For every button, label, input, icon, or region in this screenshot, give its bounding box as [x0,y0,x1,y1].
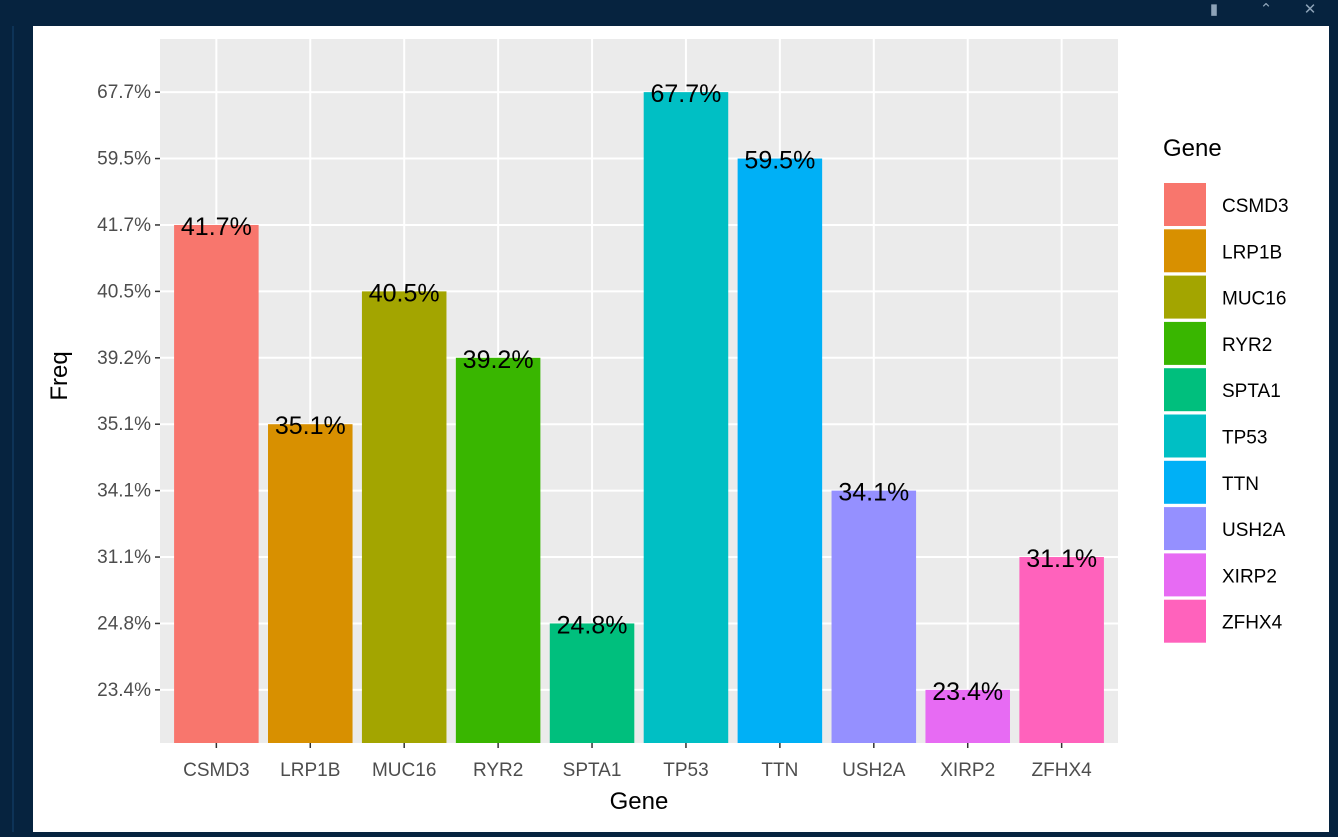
legend-key-csmd3 [1164,183,1206,226]
legend-key-spta1 [1164,368,1206,412]
legend-label-zfhx4: ZFHX4 [1222,613,1283,634]
window-titlebar: ▮ ⌃ ✕ [0,0,1338,26]
y-tick-label: 34.1% [97,481,151,502]
data-label-ryr2: 39.2% [463,346,534,374]
bar-tp53 [643,92,729,743]
data-label-muc16: 40.5% [369,279,440,307]
plot-panel: 23.4% 24.8% 31.1% 34.1% 35.1% 39.2% 40.5% 41.7%… [33,26,1329,832]
x-tick-label: RYR2 [473,760,523,781]
collapse-up-icon[interactable]: ⌃ [1259,1,1273,18]
legend-key-lrp1b [1164,229,1206,273]
legend-key-ush2a [1164,507,1206,551]
y-tick-label: 23.4% [97,680,151,701]
x-axis-title: Gene [610,788,669,815]
x-tick-label: CSMD3 [183,760,250,781]
close-icon[interactable]: ✕ [1303,1,1317,18]
data-label-lrp1b: 35.1% [275,412,346,440]
legend-key-tp53 [1164,414,1206,458]
x-tick-label: TP53 [663,760,708,781]
data-label-ttn: 59.5% [744,147,815,175]
x-tick-label: USH2A [842,760,906,781]
y-tick-label: 31.1% [97,547,151,568]
y-tick-label: 67.7% [97,82,151,103]
legend-label-ttn: TTN [1222,474,1259,495]
bar-ttn [737,158,823,743]
legend-key-xirp2 [1164,553,1206,597]
x-tick-label: LRP1B [280,760,340,781]
data-label-tp53: 67.7% [651,80,722,108]
x-tick-label: MUC16 [372,760,436,781]
data-label-csmd3: 41.7% [181,213,252,241]
bar-ryr2 [455,357,541,743]
bar-ush2a [831,490,917,743]
bar-zfhx4 [1019,557,1104,743]
bar-chart: 23.4% 24.8% 31.1% 34.1% 35.1% 39.2% 40.5% 41.7%… [46,39,1289,815]
legend-label-lrp1b: LRP1B [1222,242,1282,263]
y-tick-label: 40.5% [97,281,151,302]
bar-lrp1b [268,424,353,743]
legend-label-csmd3: CSMD3 [1222,196,1289,217]
legend-title: Gene [1163,135,1222,162]
legend-key-zfhx4 [1164,599,1206,643]
x-tick-label: XIRP2 [940,760,995,781]
data-label-zfhx4: 31.1% [1026,545,1097,573]
data-label-ush2a: 34.1% [838,479,909,507]
legend-label-spta1: SPTA1 [1222,381,1281,402]
bar-csmd3 [174,224,259,743]
y-tick-label: 39.2% [97,348,151,369]
x-tick-label: TTN [761,760,798,781]
y-tick-label: 41.7% [97,215,151,236]
legend-label-ryr2: RYR2 [1222,335,1272,356]
data-label-xirp2: 23.4% [932,678,1003,706]
y-tick-label: 35.1% [97,414,151,435]
legend-label-tp53: TP53 [1222,428,1267,449]
legend-key-muc16 [1164,275,1206,319]
x-tick-label: ZFHX4 [1032,760,1093,781]
legend-key-ryr2 [1164,321,1206,365]
legend-label-muc16: MUC16 [1222,289,1286,310]
y-tick-label: 24.8% [97,613,151,634]
y-tick-label: 59.5% [97,149,151,170]
data-label-spta1: 24.8% [557,611,628,639]
y-axis-title: Freq [46,351,73,400]
x-tick-label: SPTA1 [563,760,622,781]
window-left-border [12,26,14,832]
legend-label-ush2a: USH2A [1222,520,1286,541]
bar-xirp2 [925,689,1010,743]
legend-label-xirp2: XIRP2 [1222,566,1277,587]
bar-muc16 [361,291,447,743]
bar-spta1 [549,623,635,743]
legend-key-ttn [1164,460,1206,504]
sidebar-toggle-icon[interactable]: ▮ [1209,1,1219,18]
